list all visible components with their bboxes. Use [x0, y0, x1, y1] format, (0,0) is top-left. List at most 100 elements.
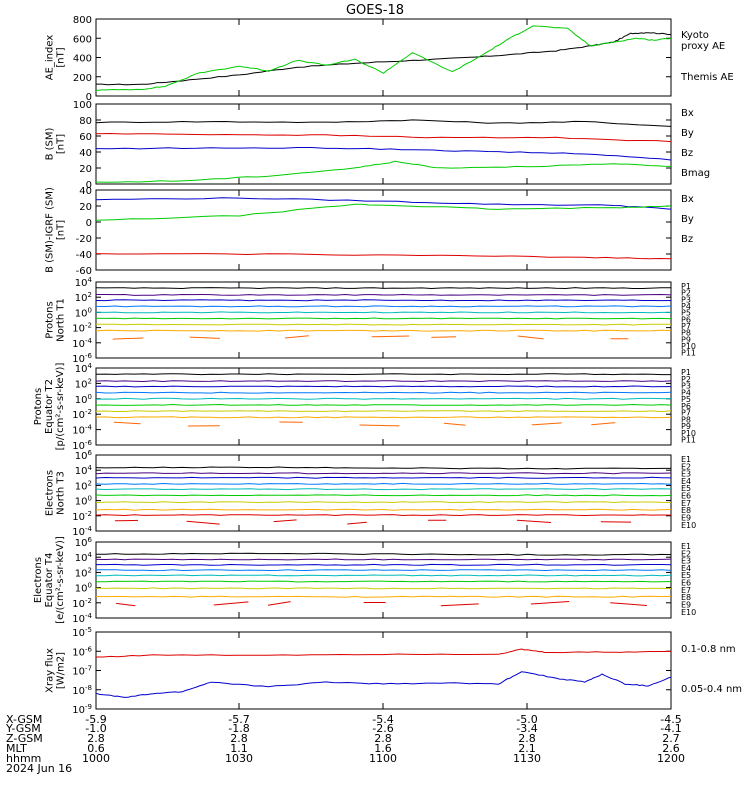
channel-trace	[95, 391, 672, 394]
series-line	[95, 160, 672, 183]
y-tick-label: 400	[73, 54, 92, 65]
channel-trace	[95, 380, 672, 383]
legend-item: Bmag	[681, 168, 710, 179]
sparse-segment	[371, 335, 410, 338]
channel-trace	[95, 317, 672, 320]
channel-trace	[95, 569, 672, 572]
panel-frame	[95, 18, 672, 97]
footer-row-label: Y-GSM	[5, 722, 41, 735]
y-tick-label: 800	[73, 15, 92, 26]
legend-item: E9	[681, 513, 691, 522]
channel-trace	[95, 587, 672, 590]
y-axis-label: Electrons	[45, 470, 56, 516]
y-tick-label: 106	[75, 449, 93, 462]
legend-item: E8	[681, 506, 691, 515]
footer-value: 2.8	[87, 732, 105, 745]
legend-item: E2	[681, 549, 691, 558]
legend-item: E1	[681, 542, 691, 551]
y-tick-label: 10-4	[72, 337, 92, 350]
series-line	[95, 119, 672, 127]
panel-bsm: 0 20 40 60 80 100 B (SM) [nT] Bx By Bz Bmag	[45, 100, 711, 191]
legend-item: Bz	[681, 234, 693, 245]
channel-trace	[96, 563, 672, 566]
footer-value: 1130	[513, 752, 541, 765]
channel-trace	[95, 514, 672, 517]
legend-item: E2	[681, 462, 691, 471]
legend-item: P10	[681, 342, 696, 351]
y-tick-label: 0	[86, 92, 92, 103]
y-tick-label: 10-2	[72, 408, 92, 421]
sparse-segment	[591, 422, 616, 426]
y-tick-label: 104	[75, 362, 93, 375]
channel-trace	[95, 385, 671, 388]
y-axis-label: AE_index	[45, 35, 56, 81]
legend-item: P10	[681, 429, 696, 438]
y-tick-label: 10-4	[72, 424, 92, 437]
legend-item: P7	[681, 409, 691, 418]
y-tick-label: 102	[75, 291, 92, 304]
y-tick-label: 100	[75, 393, 92, 406]
legend-item: E7	[681, 586, 691, 595]
channel-trace	[95, 476, 672, 479]
y-tick-label: 10-2	[72, 322, 92, 335]
y-tick-label: 40	[79, 186, 92, 197]
series-line	[95, 671, 672, 698]
channel-trace	[95, 305, 672, 308]
legend-item: E5	[681, 571, 691, 580]
footer-value: 2.7	[662, 732, 680, 745]
legend-item: Bx	[681, 194, 694, 205]
footer-value: -1.0	[85, 722, 106, 735]
y-tick-label: 20	[79, 202, 92, 213]
sparse-segment	[189, 336, 220, 339]
panel-bigrf: -60 -40 -20 0 20 40 B (SM)-IGRF (SM) [nT] Bx By Bz	[45, 186, 694, 277]
legend-item: E9	[681, 600, 691, 609]
legend-item: By	[681, 214, 694, 225]
sparse-segment	[186, 520, 220, 525]
y-axis-label: [nT]	[56, 47, 67, 67]
channel-trace	[95, 287, 672, 290]
y-axis-label: B (SM)-IGRF (SM)	[45, 187, 56, 273]
y-tick-label: 100	[75, 306, 92, 319]
legend-item: Bz	[681, 148, 693, 159]
y-tick-label: 104	[75, 276, 93, 289]
panel-frame	[95, 103, 672, 185]
legend-item: P6	[681, 402, 691, 411]
footer-value: 2.6	[662, 742, 680, 755]
legend-item: P4	[681, 388, 691, 397]
footer-row-label: hhmm	[6, 752, 41, 765]
legend-item: E7	[681, 499, 691, 508]
y-tick-label: 104	[75, 551, 93, 564]
channel-trace	[96, 574, 672, 577]
sparse-segment	[517, 335, 544, 340]
y-tick-label: 80	[79, 116, 92, 127]
y-axis-label: North T3	[56, 471, 67, 515]
channel-trace	[95, 299, 672, 302]
y-tick-label: -40	[76, 250, 92, 261]
y-tick-label: 100	[75, 495, 92, 508]
sparse-segment	[531, 422, 562, 426]
channel-trace	[96, 293, 672, 296]
y-tick-label: 0	[86, 180, 92, 191]
footer-value: -4.5	[660, 713, 681, 726]
sparse-segment	[440, 603, 479, 607]
sparse-segment	[116, 602, 136, 607]
channel-trace	[95, 580, 672, 583]
legend-item: P9	[681, 335, 691, 344]
legend-item: P11	[681, 436, 696, 445]
y-axis-label: [p/(cm²-s-sr-keV)]	[55, 363, 66, 451]
sparse-segment	[273, 519, 297, 523]
y-tick-label: 10-4	[72, 612, 92, 625]
y-tick-label: 104	[75, 464, 93, 477]
footer-value: 1200	[657, 752, 685, 765]
sparse-segment	[213, 601, 249, 606]
y-axis-label: B (SM)	[45, 127, 56, 160]
series-line	[96, 32, 672, 86]
legend-item: E10	[681, 521, 696, 530]
